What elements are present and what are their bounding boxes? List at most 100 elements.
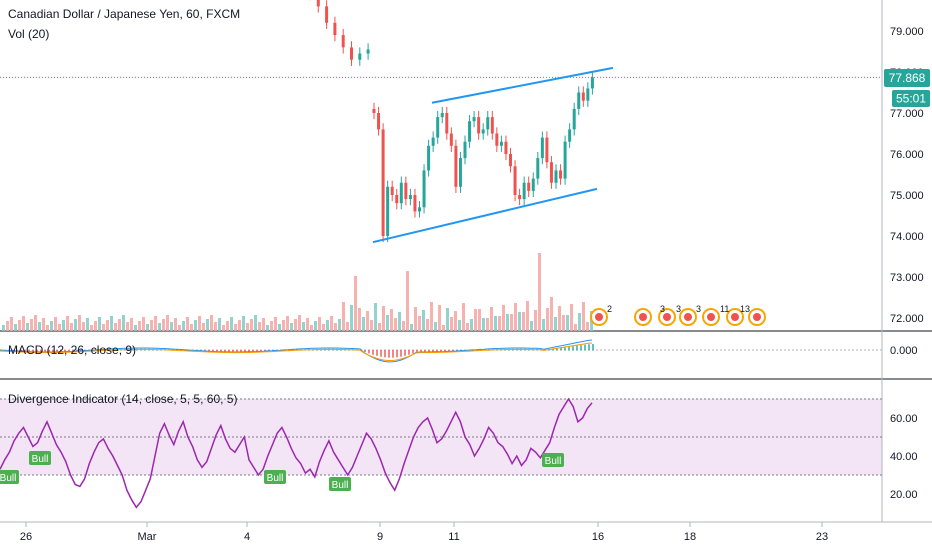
price-axis[interactable]: 79.00078.00077.00076.00075.00074.00073.0… xyxy=(890,26,924,501)
candle[interactable] xyxy=(513,166,517,195)
volume-bar xyxy=(182,321,185,331)
volume-bar xyxy=(26,323,29,331)
channel-lower-line[interactable] xyxy=(372,187,598,244)
macd-histogram-bar xyxy=(392,350,394,358)
volume-bar xyxy=(266,325,269,331)
volume-bars xyxy=(2,253,593,331)
candle[interactable] xyxy=(440,113,444,118)
candle[interactable] xyxy=(481,129,485,134)
candle[interactable] xyxy=(449,133,453,146)
volume-bar xyxy=(278,324,281,331)
candle[interactable] xyxy=(577,92,581,109)
candle[interactable] xyxy=(408,195,412,200)
candle[interactable] xyxy=(568,129,572,142)
candle[interactable] xyxy=(545,137,549,163)
candle[interactable] xyxy=(549,162,553,183)
candle[interactable] xyxy=(572,108,576,130)
candle[interactable] xyxy=(377,113,381,130)
volume-bar xyxy=(190,324,193,331)
candlesticks[interactable] xyxy=(309,0,594,243)
candle[interactable] xyxy=(372,108,376,113)
volume-bar xyxy=(258,322,261,331)
macd-plot xyxy=(0,339,882,363)
volume-bar xyxy=(398,312,401,331)
candle[interactable] xyxy=(458,158,462,187)
volume-bar xyxy=(286,316,289,331)
candle[interactable] xyxy=(590,77,594,89)
macd-histogram-bar xyxy=(236,350,238,352)
candle[interactable] xyxy=(325,6,329,23)
trend-channel[interactable] xyxy=(372,66,614,244)
volume-bar xyxy=(206,319,209,331)
candle[interactable] xyxy=(333,22,337,36)
volume-bar xyxy=(162,319,165,331)
candle[interactable] xyxy=(390,186,394,195)
candle[interactable] xyxy=(495,133,499,146)
candle[interactable] xyxy=(422,170,426,208)
countdown-text: 55:01 xyxy=(896,92,926,106)
candle[interactable] xyxy=(386,186,390,236)
candle[interactable] xyxy=(366,49,370,54)
macd-label[interactable]: MACD (12, 26, close, 9) xyxy=(8,343,137,357)
candle[interactable] xyxy=(418,207,421,212)
candle[interactable] xyxy=(518,195,522,200)
macd-histogram-bar xyxy=(552,348,554,351)
candle[interactable] xyxy=(554,170,558,183)
candle[interactable] xyxy=(358,53,362,60)
candle[interactable] xyxy=(527,182,531,191)
candle[interactable] xyxy=(486,117,490,130)
symbol-title[interactable]: Canadian Dollar / Japanese Yen, 60, FXCM xyxy=(8,7,241,21)
macd-histogram-bar xyxy=(244,350,246,352)
candle[interactable] xyxy=(436,117,440,138)
candle[interactable] xyxy=(468,121,472,142)
candle[interactable] xyxy=(445,113,449,134)
candle[interactable] xyxy=(431,137,435,146)
candle[interactable] xyxy=(586,88,590,101)
candle[interactable] xyxy=(395,195,399,204)
volume-bar xyxy=(106,320,109,331)
candle[interactable] xyxy=(540,137,544,159)
candle[interactable] xyxy=(522,182,526,200)
event-marker-dot xyxy=(684,313,692,321)
candle[interactable] xyxy=(490,117,494,134)
volume-label[interactable]: Vol (20) xyxy=(8,27,50,41)
volume-bar xyxy=(30,319,33,331)
channel-upper-line[interactable] xyxy=(431,66,614,104)
candle[interactable] xyxy=(341,35,345,48)
candle[interactable] xyxy=(399,182,403,204)
candle[interactable] xyxy=(581,92,585,101)
price-tick-label: 73.000 xyxy=(890,272,924,284)
volume-bar xyxy=(402,321,405,331)
candle[interactable] xyxy=(477,117,481,134)
candle[interactable] xyxy=(404,182,408,200)
candle[interactable] xyxy=(472,117,476,122)
candle[interactable] xyxy=(381,129,385,236)
candle[interactable] xyxy=(463,141,467,159)
candle[interactable] xyxy=(499,141,503,146)
candle[interactable] xyxy=(536,158,540,179)
volume-bar xyxy=(142,317,145,331)
volume-bar xyxy=(186,317,189,331)
candle[interactable] xyxy=(413,195,417,212)
bull-label: Bull xyxy=(545,456,562,467)
macd-histogram-bar xyxy=(436,350,438,352)
candle[interactable] xyxy=(563,141,567,179)
candle[interactable] xyxy=(559,170,563,179)
candle[interactable] xyxy=(316,0,320,7)
time-axis[interactable]: 26 Mar 4 9 11 16 18 23 xyxy=(20,522,828,543)
volume-bar xyxy=(170,322,173,331)
candle[interactable] xyxy=(427,145,431,171)
candle[interactable] xyxy=(350,47,353,60)
volume-bar xyxy=(290,323,293,331)
candle[interactable] xyxy=(504,141,508,154)
candle[interactable] xyxy=(454,145,458,187)
macd-histogram-bar xyxy=(404,350,406,356)
macd-histogram-bar xyxy=(56,350,58,352)
candle[interactable] xyxy=(509,154,512,167)
candle[interactable] xyxy=(531,178,535,191)
event-markers[interactable]: 2 3 3 3 11 13 xyxy=(590,304,766,326)
rsi-label[interactable]: Divergence Indicator (14, close, 5, 5, 6… xyxy=(8,392,238,406)
volume-bar xyxy=(138,321,141,331)
